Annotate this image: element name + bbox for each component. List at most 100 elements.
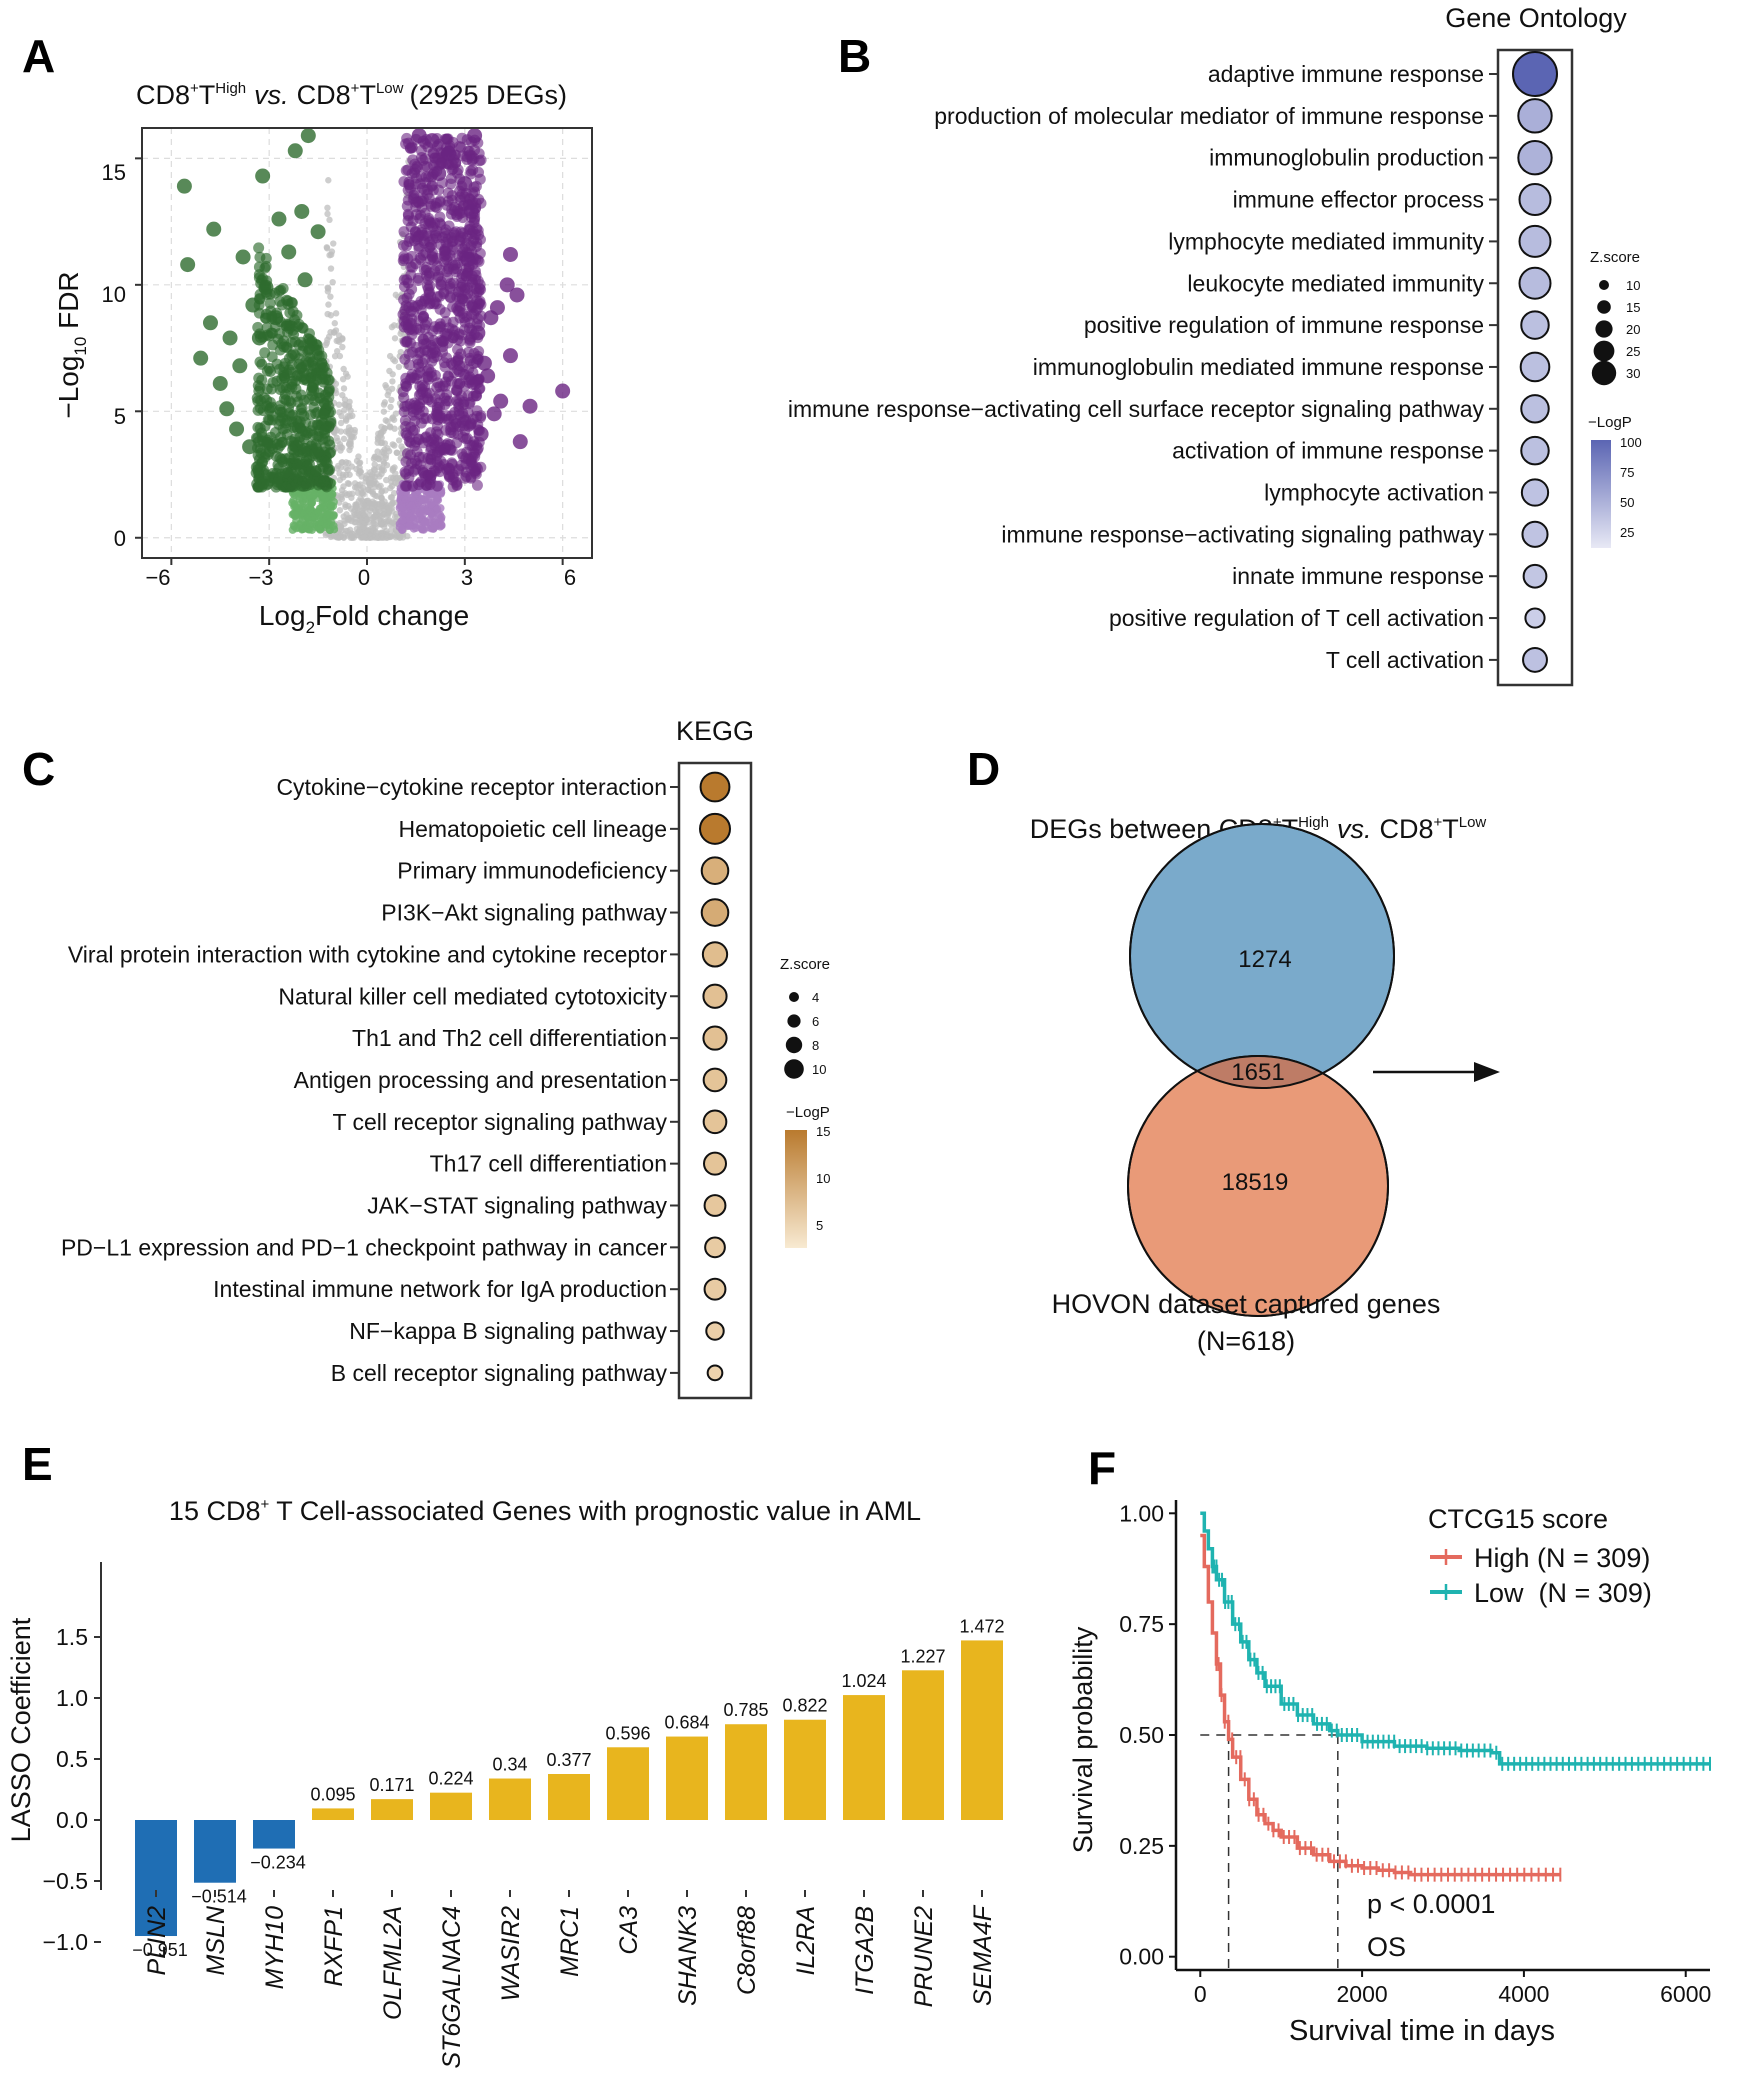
km-xtick: 0 xyxy=(1194,1981,1207,2007)
volcano-point-nonsig xyxy=(331,320,338,327)
volcano-point-up xyxy=(462,390,474,402)
lasso-value-label: 0.224 xyxy=(428,1769,473,1789)
volcano-ytick: 5 xyxy=(114,404,126,429)
volcano-point-up-outlier xyxy=(460,252,476,268)
volcano-point-up xyxy=(415,304,427,316)
volcano-points xyxy=(176,128,571,541)
volcano-point-up xyxy=(447,235,459,247)
volcano-point-up xyxy=(427,325,439,337)
volcano-point-down-outlier xyxy=(235,249,251,265)
volcano-point-up xyxy=(406,283,418,295)
kegg-term-dot xyxy=(702,1025,728,1051)
panel-letter-d: D xyxy=(967,743,1000,795)
volcano-point-up xyxy=(473,148,485,160)
lasso-gene-label: MSLN xyxy=(202,1905,230,1975)
volcano-point-up xyxy=(474,173,486,185)
volcano-point-down xyxy=(286,296,298,308)
volcano-point-down xyxy=(300,355,312,367)
go-legend-color-label: 75 xyxy=(1620,465,1634,480)
lasso-gene-label: MRC1 xyxy=(556,1906,584,1977)
km-ytick: 0.00 xyxy=(1119,1944,1164,1970)
volcano-point-nonsig xyxy=(364,486,371,493)
kegg-legend-size-label: 10 xyxy=(812,1062,826,1077)
volcano-point-down-light xyxy=(295,523,304,532)
go-legend-size-label: 25 xyxy=(1626,344,1640,359)
volcano-point-nonsig xyxy=(390,356,397,363)
lasso-gene-label: CA3 xyxy=(615,1906,643,1955)
volcano-point-down-outlier xyxy=(258,279,274,295)
lasso-bar xyxy=(253,1820,295,1849)
volcano-point-nonsig xyxy=(325,177,332,184)
volcano-point-down-light xyxy=(324,510,333,519)
volcano-point-down xyxy=(261,437,273,449)
volcano-point-down xyxy=(301,460,313,472)
volcano-point-down xyxy=(320,373,332,385)
volcano-point-up xyxy=(456,132,468,144)
go-term-dot xyxy=(1522,646,1548,673)
volcano-point-up xyxy=(471,405,483,417)
volcano-title: CD8+THigh vs. CD8+TLow (2925 DEGs) xyxy=(136,80,567,110)
lasso-value-label: −0.514 xyxy=(191,1887,247,1907)
volcano-point-down-light xyxy=(294,492,303,501)
lasso-value-label: −0.234 xyxy=(250,1853,306,1873)
volcano-point-down-light xyxy=(318,503,327,512)
volcano-point-nonsig xyxy=(337,419,345,427)
volcano-point-down xyxy=(260,252,272,264)
volcano-point-up xyxy=(425,348,437,360)
lasso-gene-label: SHANK3 xyxy=(674,1906,702,2006)
volcano-point-up-light xyxy=(424,495,433,504)
volcano-point-down-outlier xyxy=(287,143,303,159)
kegg-term-dot xyxy=(703,1277,727,1301)
go-rows: adaptive immune response production of mo… xyxy=(788,51,1558,673)
kegg-term-label: PD−L1 expression and PD−1 checkpoint pat… xyxy=(61,1234,667,1260)
volcano-point-up xyxy=(428,147,440,159)
volcano-point-up-light xyxy=(411,523,420,532)
volcano-point-down xyxy=(288,422,300,434)
volcano-point-up xyxy=(414,178,426,190)
go-term-label: immune response−activating cell surface … xyxy=(788,396,1485,422)
go-legend-color-label: 25 xyxy=(1620,525,1634,540)
volcano-point-down xyxy=(267,339,279,351)
volcano-point-down-light xyxy=(307,499,316,508)
volcano-point-nonsig xyxy=(371,513,378,520)
volcano-point-down xyxy=(257,405,269,417)
venn-outline-hovon xyxy=(1127,1055,1389,1317)
lasso-bar xyxy=(489,1778,531,1820)
kegg-legend-size-label: 8 xyxy=(812,1038,819,1053)
km-curves xyxy=(1200,1511,1711,1882)
go-legend-size-dot xyxy=(1599,280,1609,290)
lasso-value-label: 0.34 xyxy=(492,1755,527,1775)
volcano-point-down xyxy=(288,452,300,464)
volcano-point-nonsig xyxy=(374,439,381,446)
volcano-point-up xyxy=(426,371,438,383)
volcano-point-up xyxy=(433,184,445,196)
km-legend-low-label: Low (N = 309) xyxy=(1474,1578,1652,1608)
panel-letter-e: E xyxy=(22,1438,53,1490)
volcano-point-down xyxy=(279,422,291,434)
go-legend-color-label: 100 xyxy=(1620,435,1642,450)
volcano-point-up xyxy=(466,270,478,282)
lasso-value-label: 0.822 xyxy=(782,1696,827,1716)
lasso-bar xyxy=(666,1736,708,1820)
kegg-term-dot xyxy=(702,1109,728,1135)
volcano-point-nonsig xyxy=(356,464,363,471)
volcano-point-nonsig xyxy=(356,523,364,530)
volcano-point-nonsig xyxy=(339,343,346,351)
lasso-gene-label: ITGA2B xyxy=(851,1906,879,1995)
go-legend-size-dot xyxy=(1591,360,1617,386)
volcano-point-up-outlier xyxy=(493,393,509,409)
volcano-point-down xyxy=(319,432,331,444)
lasso-bar xyxy=(961,1640,1003,1820)
kegg-term-label: Viral protein interaction with cytokine … xyxy=(68,941,668,967)
km-xlabel: Survival time in days xyxy=(1289,2015,1555,2047)
volcano-point-nonsig xyxy=(336,352,344,360)
volcano-point-nonsig xyxy=(335,337,342,344)
volcano-point-nonsig xyxy=(343,511,350,518)
volcano-point-up-outlier xyxy=(424,133,440,149)
kegg-term-label: Hematopoietic cell lineage xyxy=(399,816,668,842)
volcano-point-nonsig xyxy=(334,437,341,445)
panel-letter-a: A xyxy=(22,30,55,82)
volcano-point-up-outlier xyxy=(441,145,457,161)
go-colorbar xyxy=(1591,440,1611,548)
volcano-point-up xyxy=(402,208,414,220)
